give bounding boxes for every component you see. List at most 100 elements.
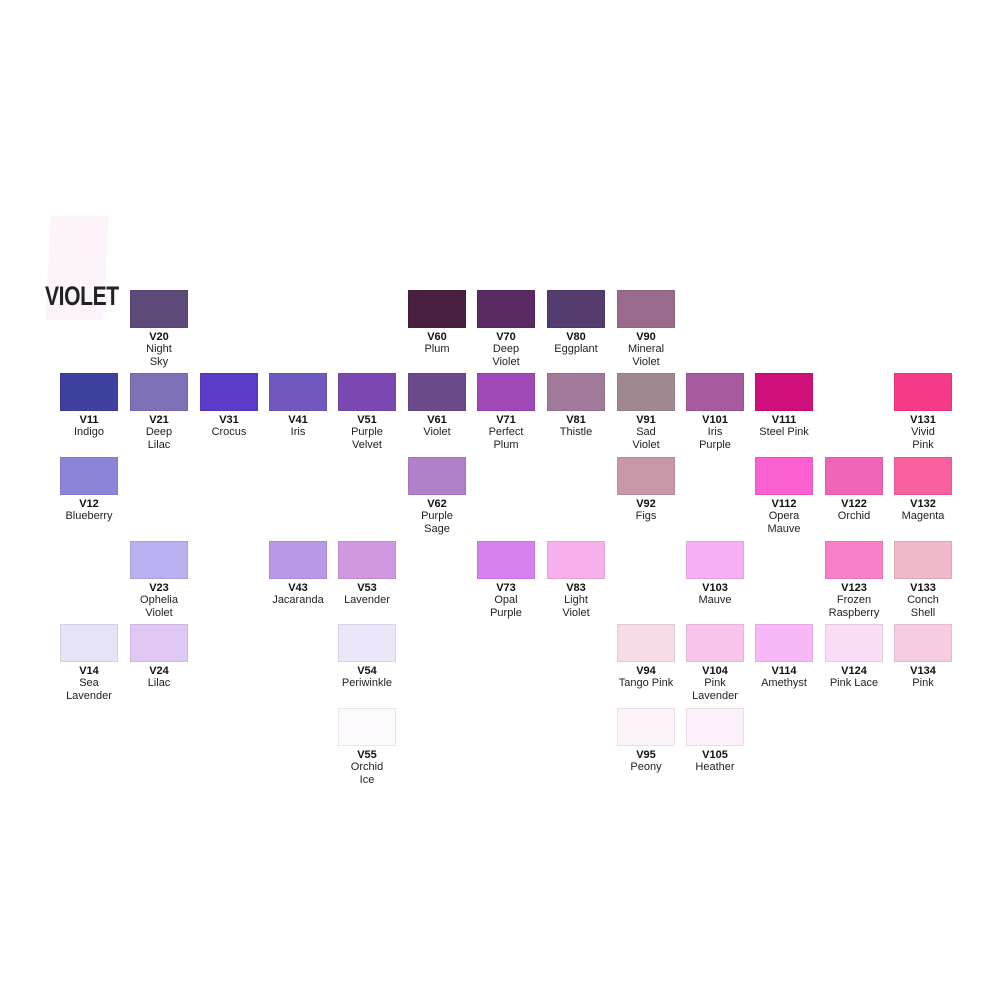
- swatch-name: Opera Mauve: [767, 510, 801, 535]
- swatch-code: V23: [149, 582, 169, 594]
- swatch-v131: V131 Vivid Pink: [894, 373, 952, 451]
- swatch-v20: V20 Night Sky: [130, 290, 188, 368]
- color-swatch: [60, 373, 118, 411]
- swatch-code: V112: [771, 498, 797, 510]
- swatch-name: Sad Violet: [632, 426, 660, 451]
- swatch-name: Blueberry: [65, 510, 113, 522]
- swatch-code: V11: [79, 414, 99, 426]
- swatch-name: Deep Violet: [492, 343, 520, 368]
- swatch-code: V43: [288, 582, 308, 594]
- swatch-code: V62: [427, 498, 447, 510]
- color-swatch: [825, 541, 883, 579]
- swatch-code: V71: [496, 414, 516, 426]
- swatch-name: Plum: [424, 343, 450, 355]
- color-swatch: [60, 624, 118, 662]
- swatch-v12: V12 Blueberry: [60, 457, 118, 523]
- swatch-code: V21: [149, 414, 169, 426]
- color-swatch: [547, 541, 605, 579]
- swatch-code: V133: [910, 582, 936, 594]
- swatch-code: V101: [702, 414, 728, 426]
- swatch-v122: V122 Orchid: [825, 457, 883, 523]
- swatch-v132: V132 Magenta: [894, 457, 952, 523]
- color-swatch: [130, 541, 188, 579]
- swatch-v54: V54 Periwinkle: [338, 624, 396, 690]
- swatch-code: V132: [910, 498, 936, 510]
- swatch-v123: V123 Frozen Raspberry: [825, 541, 883, 619]
- color-swatch: [408, 290, 466, 328]
- color-swatch: [547, 373, 605, 411]
- swatch-code: V54: [357, 665, 377, 677]
- swatch-name: Steel Pink: [759, 426, 809, 438]
- swatch-v124: V124 Pink Lace: [825, 624, 883, 690]
- swatch-name: Purple Sage: [421, 510, 453, 535]
- color-swatch: [408, 457, 466, 495]
- color-swatch: [547, 290, 605, 328]
- swatch-name: Orchid: [837, 510, 871, 522]
- swatch-v21: V21 Deep Lilac: [130, 373, 188, 451]
- swatch-v105: V105 Heather: [686, 708, 744, 774]
- swatch-name: Deep Lilac: [145, 426, 173, 451]
- swatch-name: Lilac: [147, 677, 171, 689]
- swatch-v31: V31 Crocus: [200, 373, 258, 439]
- swatch-v24: V24 Lilac: [130, 624, 188, 690]
- swatch-v83: V83 Light Violet: [547, 541, 605, 619]
- color-swatch: [894, 541, 952, 579]
- swatch-code: V123: [841, 582, 867, 594]
- swatch-code: V122: [841, 498, 867, 510]
- color-swatch: [686, 708, 744, 746]
- swatch-name: Conch Shell: [907, 594, 939, 619]
- color-swatch: [617, 624, 675, 662]
- color-swatch: [130, 290, 188, 328]
- swatch-code: V90: [636, 331, 656, 343]
- swatch-code: V55: [357, 749, 377, 761]
- swatch-name: Night Sky: [146, 343, 172, 368]
- swatch-v73: V73 Opal Purple: [477, 541, 535, 619]
- swatch-code: V51: [357, 414, 377, 426]
- swatch-name: Magenta: [901, 510, 945, 522]
- swatch-name: Figs: [635, 510, 657, 522]
- color-swatch: [894, 624, 952, 662]
- swatch-name: Tango Pink: [618, 677, 674, 689]
- color-swatch: [477, 373, 535, 411]
- swatch-v112: V112 Opera Mauve: [755, 457, 813, 535]
- swatch-v43: V43 Jacaranda: [269, 541, 327, 607]
- swatch-code: V70: [496, 331, 516, 343]
- color-swatch: [477, 541, 535, 579]
- swatch-name: Iris: [290, 426, 306, 438]
- swatch-code: V111: [771, 414, 797, 426]
- swatch-v80: V80 Eggplant: [547, 290, 605, 356]
- swatch-name: Purple Velvet: [351, 426, 383, 451]
- color-swatch: [338, 624, 396, 662]
- color-swatch: [269, 541, 327, 579]
- swatch-name: Vivid Pink: [911, 426, 935, 451]
- swatch-v94: V94 Tango Pink: [617, 624, 675, 690]
- color-swatch: [60, 457, 118, 495]
- swatch-v23: V23 Ophelia Violet: [130, 541, 188, 619]
- swatch-v11: V11 Indigo: [60, 373, 118, 439]
- swatch-code: V124: [841, 665, 867, 677]
- color-swatch: [617, 290, 675, 328]
- swatch-v60: V60 Plum: [408, 290, 466, 356]
- swatch-code: V61: [427, 414, 447, 426]
- swatch-name: Pink: [912, 677, 934, 689]
- color-swatch: [894, 457, 952, 495]
- color-swatch: [408, 373, 466, 411]
- swatch-code: V20: [149, 331, 169, 343]
- swatch-code: V14: [79, 665, 99, 677]
- color-swatch: [686, 624, 744, 662]
- swatch-name: Pink Lace: [829, 677, 879, 689]
- page-title: VIOLET: [45, 281, 119, 311]
- swatch-v111: V111 Steel Pink: [755, 373, 813, 439]
- color-swatch: [894, 373, 952, 411]
- swatch-v103: V103 Mauve: [686, 541, 744, 607]
- color-swatch: [825, 457, 883, 495]
- swatch-name: Ophelia Violet: [140, 594, 178, 619]
- color-swatch: [755, 457, 813, 495]
- swatch-name: Jacaranda: [272, 594, 324, 606]
- swatch-name: Lavender: [344, 594, 390, 606]
- color-swatch: [755, 373, 813, 411]
- swatch-code: V134: [910, 665, 936, 677]
- swatch-v104: V104 Pink Lavender: [686, 624, 744, 702]
- swatch-code: V104: [702, 665, 728, 677]
- swatch-code: V92: [636, 498, 656, 510]
